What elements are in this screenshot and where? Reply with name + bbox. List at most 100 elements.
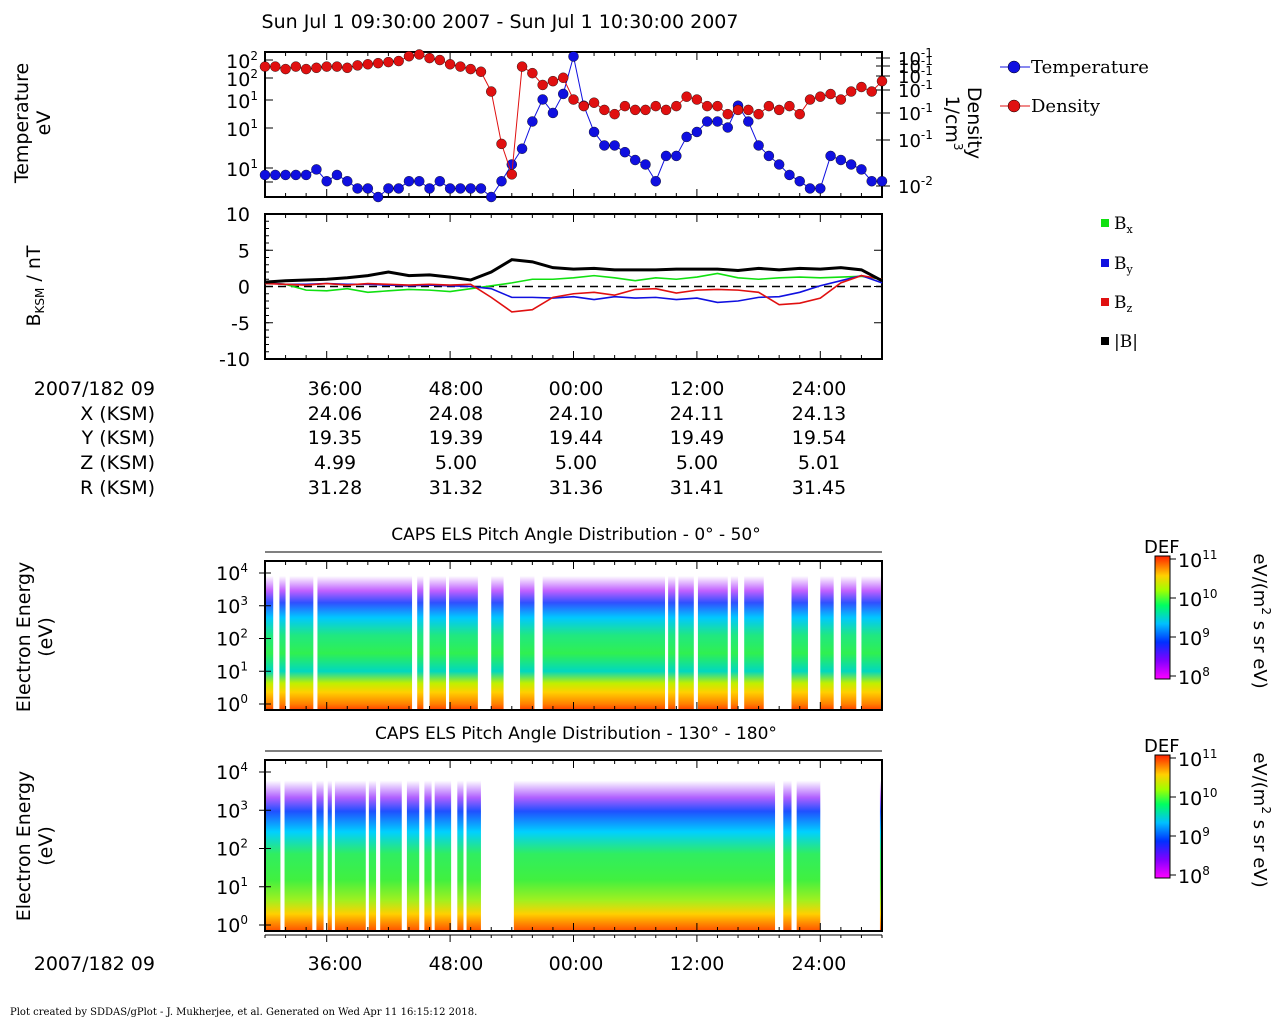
data-gap [665, 561, 669, 710]
orbit-table: 2007/182 09 36:00 48:00 00:00 12:00 24:00 X (K… [34, 378, 847, 499]
spectrogram2-gaps [280, 760, 880, 931]
data-point-temperature [866, 176, 877, 187]
panel2-y-tick-label: 5 [238, 240, 250, 262]
data-gap [365, 760, 369, 931]
data-point-temperature [876, 176, 888, 187]
colorbar-unit: eV/(m2 s sr eV) [1249, 752, 1273, 887]
panel1-left-tick-label: 102 [226, 67, 258, 91]
data-point-temperature [671, 150, 682, 162]
data-point-temperature [414, 176, 425, 187]
orbit-cell: 31.45 [792, 477, 846, 499]
spectrogram-y-tick-label: 103 [216, 798, 248, 822]
panel1-left-tick-label: 101 [226, 117, 258, 141]
legend-label-text: |B| [1114, 332, 1138, 352]
legend-density-label: Density [1031, 96, 1101, 117]
data-point-temperature [455, 183, 466, 194]
data-point-temperature [321, 176, 332, 187]
data-point-density [845, 86, 857, 97]
data-point-temperature [619, 146, 631, 158]
panel2-series [264, 258, 883, 313]
spectrogram2-ylabel-2: (eV) [35, 826, 57, 866]
orbit-row-label: Y (KSM) [81, 427, 155, 449]
data-point-temperature [475, 183, 487, 194]
data-point-temperature [290, 169, 302, 181]
data-point-density [506, 169, 517, 180]
spectrogram-y-tick-label: 104 [216, 760, 248, 784]
data-point-temperature [331, 169, 343, 181]
data-point-density [609, 108, 620, 120]
spectrogram2-y-ticks: 104 103 102 101 100 [216, 760, 271, 937]
data-point-temperature [372, 191, 384, 203]
footer-credit: Plot created by SDDAS/gPlot - J. Mukherj… [10, 1007, 477, 1018]
data-point-temperature [722, 122, 733, 133]
panel2-y-tick-label: -5 [231, 313, 250, 335]
data-point-density [300, 63, 312, 75]
spectrogram-y-tick-label: 101 [216, 875, 248, 899]
data-gap [675, 561, 679, 710]
data-point-temperature [794, 176, 805, 187]
data-point-density [691, 94, 703, 105]
data-point-density [403, 51, 415, 62]
spectrogram2-background [265, 760, 882, 931]
data-point-temperature [444, 183, 456, 194]
colorbar-tick-label: 1010 [1178, 587, 1217, 611]
data-gap [273, 561, 280, 710]
colorbar-tick-label: 1011 [1178, 747, 1217, 771]
data-gap [285, 561, 290, 710]
panel1-ylabel-left-1: Temperature [11, 63, 33, 184]
panel-magnetic-field: 10 5 0 -5 -10 BKSM / nT Bx By Bz |B| [23, 204, 1138, 371]
data-point-density [475, 66, 487, 77]
data-point-density [383, 56, 394, 68]
series-line-Bz [264, 274, 883, 313]
data-point-density [321, 61, 332, 72]
data-point-density [558, 72, 569, 83]
orbit-cell: 19.39 [429, 427, 483, 449]
panel2-y-tick-label: 10 [226, 204, 250, 226]
spectrogram-y-tick-label: 101 [216, 659, 248, 683]
data-gap [738, 561, 745, 710]
data-point-temperature [773, 159, 785, 170]
data-point-density [486, 86, 497, 97]
orbit-cell: 31.41 [670, 477, 724, 499]
data-point-temperature [660, 150, 672, 162]
panel1-right-tick-label: 10-1 [898, 64, 933, 88]
data-point-density [270, 61, 281, 72]
data-point-temperature [496, 176, 507, 187]
data-point-density [671, 100, 682, 112]
bottom-axis-tick-label: 12:00 [670, 953, 725, 975]
plot-title: Sun Jul 1 09:30:00 2007 - Sun Jul 1 10:3… [262, 11, 739, 33]
spectrogram-y-tick-label: 102 [216, 837, 248, 861]
colorbar-tick-label: 108 [1178, 665, 1210, 689]
orbit-row-label: Z (KSM) [80, 452, 155, 474]
orbit-cell: 24:00 [792, 378, 847, 400]
data-point-temperature [691, 126, 703, 138]
data-gap [856, 561, 862, 710]
data-point-density [815, 91, 826, 102]
spectrogram2-x-ticks [264, 760, 883, 931]
data-gap [431, 760, 435, 931]
data-gap [727, 561, 731, 710]
data-point-temperature [465, 183, 476, 194]
legend-label-text: B [1114, 254, 1127, 274]
legend-label: Bx [1114, 214, 1134, 236]
data-point-density [743, 104, 754, 116]
panel1-right-tick-label: 10-1 [898, 128, 933, 152]
data-point-density [763, 100, 775, 112]
orbit-cell: 00:00 [549, 378, 604, 400]
data-point-temperature [516, 143, 528, 154]
data-point-density [835, 94, 847, 105]
spectrogram2-ylabel-1: Electron Energy [13, 771, 35, 922]
data-point-temperature [804, 183, 816, 194]
data-gap [807, 561, 821, 710]
data-point-temperature [527, 116, 538, 127]
data-point-temperature [434, 176, 446, 187]
data-point-density [794, 108, 805, 120]
data-gap [763, 561, 792, 710]
panel2-y-tick-label: 0 [238, 277, 250, 299]
data-point-density [753, 108, 764, 120]
panel1-right-tick-label: 10-2 [898, 174, 933, 198]
data-point-temperature [424, 183, 435, 194]
spectrogram2-title: CAPS ELS Pitch Angle Distribution - 130°… [375, 724, 777, 744]
data-point-temperature [270, 169, 281, 181]
data-point-temperature [393, 183, 404, 194]
